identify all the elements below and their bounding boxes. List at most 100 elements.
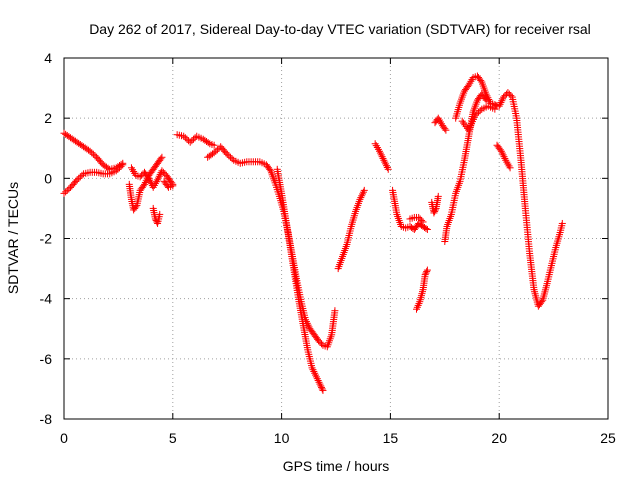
data-point xyxy=(498,149,506,157)
data-point xyxy=(500,93,508,101)
data-point xyxy=(154,176,162,184)
data-point xyxy=(381,158,389,166)
data-point xyxy=(422,224,430,232)
data-point xyxy=(477,77,485,85)
data-point xyxy=(312,373,320,381)
data-point xyxy=(484,94,492,102)
x-tick-label: 10 xyxy=(274,430,290,446)
x-tick-label: 5 xyxy=(169,430,177,446)
tick-labels: 0 5 10 15 20 25 -8 -6 -4 -2 0 2 4 xyxy=(40,50,616,446)
x-tick-label: 25 xyxy=(600,430,616,446)
data-point xyxy=(153,218,161,226)
data-point xyxy=(358,192,366,200)
data-point xyxy=(359,190,367,198)
data-point xyxy=(78,171,86,179)
chart-title: Day 262 of 2017, Sidereal Day-to-day VTE… xyxy=(89,21,591,37)
data-point xyxy=(441,125,449,133)
data-point xyxy=(498,97,506,105)
data-point xyxy=(312,371,320,379)
data-point xyxy=(158,153,166,161)
data-point xyxy=(418,216,426,224)
data-point xyxy=(181,134,189,142)
data-point xyxy=(462,123,470,131)
data-point xyxy=(158,167,166,175)
data-point xyxy=(319,386,327,394)
data-point xyxy=(157,155,165,163)
data-point xyxy=(159,168,167,176)
data-point xyxy=(115,164,123,172)
data-point xyxy=(316,338,324,346)
data-point xyxy=(497,147,505,155)
data-point xyxy=(317,382,325,390)
data-point xyxy=(168,179,176,187)
data-point xyxy=(431,206,439,214)
data-point xyxy=(501,154,509,162)
data-point xyxy=(476,107,484,115)
data-point xyxy=(146,176,154,184)
data-point xyxy=(204,139,212,147)
data-point xyxy=(383,164,391,172)
data-point xyxy=(65,185,73,193)
data-point xyxy=(112,167,120,175)
y-tick-label: -2 xyxy=(40,231,53,247)
data-point xyxy=(384,165,392,173)
data-point xyxy=(313,375,321,383)
data-point xyxy=(210,149,218,157)
data-point xyxy=(507,92,515,100)
data-point xyxy=(156,210,164,218)
data-point xyxy=(75,174,83,182)
data-point xyxy=(104,164,112,172)
data-point xyxy=(331,307,339,315)
data-point xyxy=(119,161,127,169)
data-point xyxy=(141,180,149,188)
data-point xyxy=(491,105,499,113)
x-tick-label: 15 xyxy=(383,430,399,446)
data-point xyxy=(483,92,491,100)
data-point xyxy=(430,209,438,217)
data-point xyxy=(505,90,513,98)
data-point xyxy=(485,96,493,104)
data-point xyxy=(136,173,144,181)
data-point xyxy=(180,132,188,140)
data-point xyxy=(183,135,191,143)
data-point xyxy=(423,268,431,276)
data-point xyxy=(434,192,442,200)
data-point xyxy=(315,378,323,386)
data-point xyxy=(473,110,481,118)
data-point xyxy=(380,156,388,164)
data-point xyxy=(461,121,469,129)
plot-frame xyxy=(63,57,609,420)
y-tick-label: -8 xyxy=(40,411,53,427)
data-point xyxy=(538,298,546,306)
data-point xyxy=(421,271,429,279)
y-tick-label: -4 xyxy=(40,291,53,307)
data-point xyxy=(416,215,424,223)
data-point xyxy=(415,213,423,221)
data-point xyxy=(318,385,326,393)
data-point xyxy=(317,340,325,348)
data-point xyxy=(506,164,514,172)
data-point xyxy=(314,376,322,384)
data-point xyxy=(495,102,503,110)
data-point xyxy=(504,89,512,97)
data-point xyxy=(482,90,490,98)
data-point xyxy=(382,160,390,168)
data-point xyxy=(422,269,430,277)
data-point xyxy=(423,266,431,274)
data-point xyxy=(475,108,483,116)
data-point xyxy=(499,151,507,159)
data-point xyxy=(497,99,505,107)
data-point xyxy=(500,153,508,161)
data-point xyxy=(60,189,68,197)
data-point xyxy=(357,194,365,202)
data-point xyxy=(558,219,566,227)
y-tick-label: 4 xyxy=(44,50,52,66)
y-axis-label: SDTVAR / TECUs xyxy=(5,182,21,294)
data-points xyxy=(60,72,566,394)
data-point xyxy=(147,178,155,186)
data-point xyxy=(310,367,318,375)
data-point xyxy=(145,174,153,182)
data-point xyxy=(309,366,317,374)
data-point xyxy=(117,162,125,170)
data-point xyxy=(379,154,387,162)
